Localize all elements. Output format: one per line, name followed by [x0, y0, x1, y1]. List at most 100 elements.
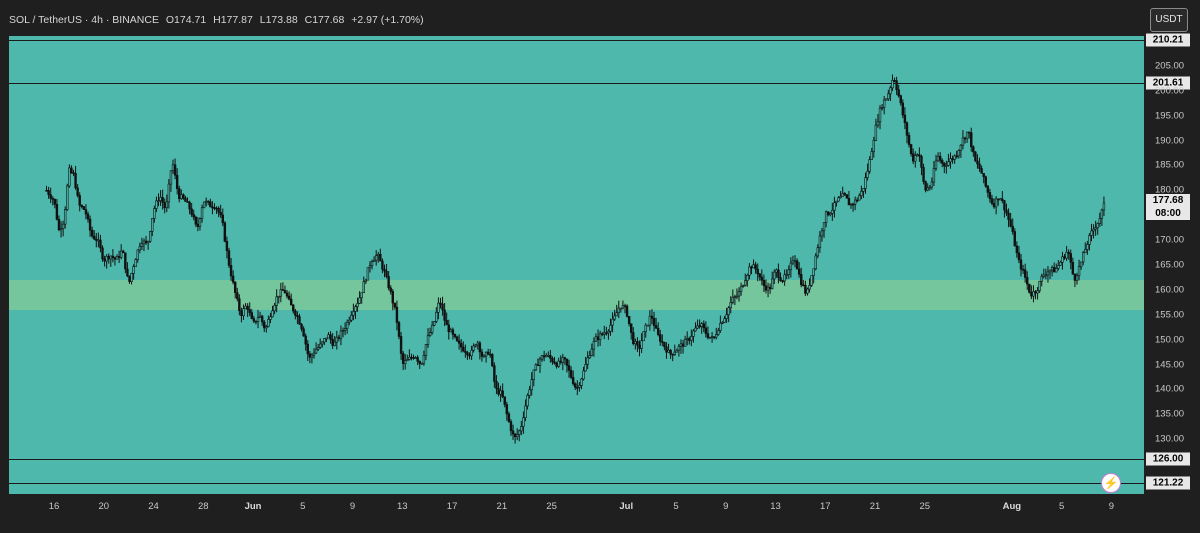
candle — [636, 337, 639, 352]
candle-body — [70, 167, 73, 173]
candle — [244, 303, 247, 310]
candle — [731, 289, 735, 305]
candle-body — [520, 426, 523, 432]
candle — [849, 202, 853, 209]
x-tick-label: 24 — [148, 501, 159, 512]
candle-body — [841, 193, 844, 197]
level-line-210-21[interactable] — [9, 39, 1144, 41]
candle-body — [532, 369, 535, 380]
candle — [922, 163, 925, 185]
price-axis[interactable]: 210.21 201.61 126.00 121.22 130.00 135.00 140.… — [1144, 33, 1200, 494]
candle-body — [806, 288, 809, 294]
candle-body — [437, 302, 440, 313]
candle-body — [109, 255, 113, 260]
candle-body — [88, 218, 92, 231]
candle — [781, 279, 784, 284]
currency-button[interactable]: USDT — [1150, 8, 1188, 32]
candle — [372, 256, 376, 262]
candle — [609, 318, 612, 336]
lightning-icon[interactable]: ⚡ — [1101, 473, 1121, 493]
candle-body — [1044, 274, 1048, 277]
candle-body — [430, 324, 434, 333]
candle-body — [607, 330, 610, 334]
candle-body — [880, 107, 884, 109]
candle — [507, 411, 511, 423]
candle-body — [165, 201, 168, 209]
candle-body — [773, 271, 776, 280]
candle-body — [142, 240, 146, 245]
x-tick-label: 9 — [1108, 501, 1115, 512]
candle — [406, 354, 409, 362]
candle — [260, 314, 264, 326]
candle — [348, 316, 351, 326]
candle-body — [435, 312, 438, 322]
candle — [891, 74, 894, 92]
candle — [532, 369, 535, 387]
candle — [277, 295, 280, 304]
candle — [721, 321, 724, 325]
candle — [1057, 259, 1060, 271]
candle — [234, 281, 237, 299]
candle-body — [472, 345, 475, 351]
candle-body — [907, 135, 911, 145]
level-line-121-22[interactable] — [9, 482, 1144, 484]
candle-body — [715, 334, 718, 338]
candle — [735, 288, 739, 300]
level-line-201-61[interactable] — [9, 82, 1144, 84]
candle-body — [901, 102, 905, 116]
candle-body — [1017, 252, 1021, 261]
candle-body — [636, 341, 639, 346]
candle-body — [105, 255, 108, 262]
candle-body — [207, 200, 210, 203]
candle — [920, 154, 923, 176]
candle — [656, 322, 660, 337]
candle — [252, 315, 256, 324]
level-line-126-00[interactable] — [9, 459, 1144, 461]
candle — [528, 385, 531, 399]
symbol-label[interactable]: SOL / TetherUS · 4h · BINANCE — [9, 14, 159, 26]
candle-body — [619, 307, 623, 310]
candle-body — [650, 315, 654, 319]
candle — [343, 322, 347, 336]
candle-body — [777, 269, 780, 278]
candle-body — [68, 167, 71, 187]
candle-body — [242, 308, 245, 317]
candle — [250, 309, 253, 320]
candle — [265, 324, 268, 333]
candle — [401, 351, 405, 370]
candle — [236, 287, 239, 302]
candle-body — [690, 336, 693, 341]
candle-body — [791, 260, 795, 264]
candle — [1094, 220, 1097, 236]
candle — [752, 259, 755, 269]
candle-body — [640, 340, 643, 349]
candle-body — [159, 197, 162, 201]
candle-body — [965, 131, 969, 140]
candle — [540, 354, 544, 362]
candle-body — [557, 360, 560, 367]
candle-body — [1079, 261, 1083, 267]
candle — [843, 192, 846, 196]
candle — [673, 344, 676, 356]
candle — [169, 170, 173, 192]
candle — [1046, 266, 1050, 283]
candle — [117, 250, 121, 263]
candle-body — [802, 284, 805, 287]
candle-body — [822, 222, 826, 232]
close-value: C177.68 — [304, 14, 345, 26]
candle-body — [615, 312, 618, 317]
candle — [1100, 208, 1104, 226]
candle-body — [1073, 273, 1077, 281]
candle — [370, 259, 374, 270]
candle-body — [308, 353, 312, 358]
open-value: O174.71 — [165, 14, 207, 26]
candle-body — [895, 80, 898, 91]
candle-body — [1023, 269, 1027, 278]
time-axis[interactable]: 16 20 24 28 Jun 5 9 13 17 21 25 Jul 5 9 13 17 21 25 Aug 5 9 — [9, 494, 1144, 520]
candle — [938, 152, 942, 164]
plot-area[interactable] — [9, 36, 1144, 494]
candle-body — [78, 195, 81, 206]
candle — [851, 202, 855, 212]
candle — [124, 252, 127, 274]
candle-body — [673, 351, 676, 355]
